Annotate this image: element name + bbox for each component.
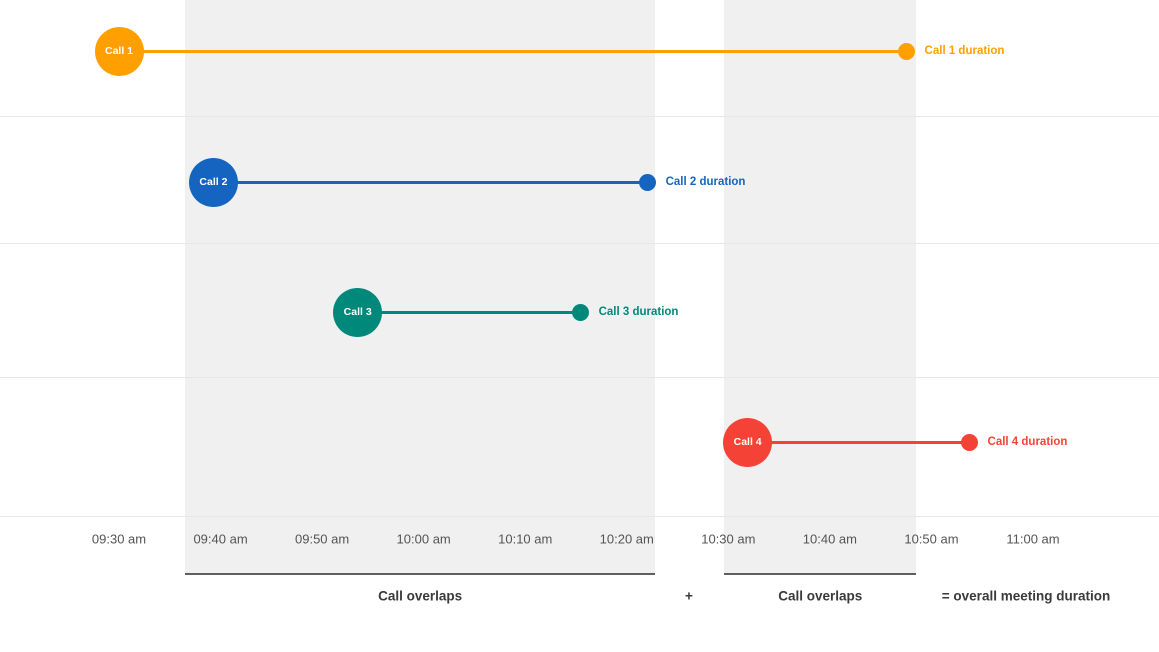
x-axis-tick-label: 10:50 am	[904, 531, 959, 547]
call-name-label: Call 3	[343, 306, 372, 318]
x-axis-tick-label: 09:50 am	[295, 531, 350, 547]
overlap-label: Call overlaps	[378, 588, 463, 604]
plus-sign: +	[685, 588, 693, 604]
x-axis-tick-label: 10:20 am	[599, 531, 654, 547]
overall-duration-label: = overall meeting duration	[941, 588, 1111, 604]
call-start-marker: Call 3	[333, 287, 383, 337]
overlap-underline	[724, 573, 917, 575]
x-axis-tick-label: 10:40 am	[802, 531, 857, 547]
gridline	[0, 516, 1159, 517]
call-start-marker: Call 4	[723, 417, 773, 467]
call-name-label: Call 2	[199, 176, 228, 188]
x-axis-tick-label: 11:00 am	[1006, 531, 1060, 547]
call-duration-line	[213, 180, 648, 184]
x-axis-tick-label: 09:30 am	[91, 531, 147, 547]
call-duration-label: Call 2 duration	[665, 176, 746, 188]
call-duration-line	[357, 310, 581, 314]
call-duration-label: Call 4 duration	[987, 436, 1068, 448]
call-duration-label: Call 1 duration	[924, 45, 1005, 57]
x-axis-tick-label: 10:00 am	[396, 531, 451, 547]
call-end-marker	[897, 42, 915, 60]
call-name-label: Call 4	[733, 436, 762, 448]
call-end-marker	[571, 303, 589, 321]
call-start-marker: Call 1	[94, 26, 144, 76]
overlap-label: Call overlaps	[778, 588, 863, 604]
overlap-band	[724, 0, 917, 575]
gridline	[0, 243, 1159, 244]
overlap-underline	[185, 573, 656, 575]
call-duration-line	[119, 49, 907, 53]
gridline	[0, 116, 1159, 117]
x-axis-tick-label: 09:40 am	[193, 531, 248, 547]
call-name-label: Call 1	[104, 45, 133, 57]
call-duration-label: Call 3 duration	[598, 306, 679, 318]
call-start-marker: Call 2	[188, 157, 238, 207]
overlap-band	[185, 0, 656, 575]
call-duration-line	[747, 440, 970, 444]
x-axis-tick-label: 10:30 am	[701, 531, 756, 547]
call-end-marker	[638, 173, 656, 191]
call-end-marker	[960, 433, 978, 451]
x-axis-tick-label: 10:10 am	[498, 531, 553, 547]
gridline	[0, 377, 1159, 378]
